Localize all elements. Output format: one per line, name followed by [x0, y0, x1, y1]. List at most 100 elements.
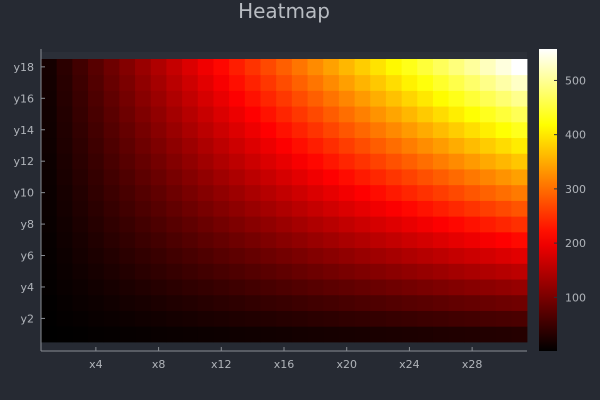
heatmap-cell [119, 90, 136, 107]
heatmap-cell [370, 106, 387, 123]
heatmap-cell [197, 279, 214, 296]
heatmap-cell [291, 263, 308, 280]
heatmap-cell [511, 216, 528, 233]
heatmap-cell [150, 231, 167, 249]
heatmap-cell [448, 231, 465, 249]
heatmap-cell [291, 74, 308, 91]
heatmap-cell [479, 169, 497, 186]
heatmap-cell [464, 184, 481, 201]
heatmap-cell [291, 216, 308, 233]
heatmap-cell [432, 263, 450, 280]
heatmap-cell [276, 326, 293, 343]
heatmap-cell [197, 137, 214, 154]
heatmap-cell [432, 121, 450, 139]
heatmap-cell [229, 184, 246, 201]
heatmap-cell [56, 294, 73, 311]
heatmap-cell [291, 247, 308, 264]
heatmap-cell [479, 294, 497, 311]
heatmap-cell [338, 200, 355, 217]
heatmap-cell [103, 184, 120, 201]
heatmap-cell [244, 326, 261, 343]
heatmap-cell [323, 153, 340, 170]
heatmap-cell [56, 74, 73, 91]
heatmap-cell [135, 247, 152, 264]
y-tick-label: y6 [20, 250, 34, 263]
heatmap-cell [448, 294, 465, 311]
heatmap-cell [229, 169, 246, 186]
heatmap-cell [103, 121, 120, 139]
heatmap-cell [244, 247, 261, 264]
heatmap-cell [103, 200, 120, 217]
heatmap-cell [385, 326, 402, 343]
heatmap-cell [291, 121, 308, 139]
heatmap-cell [166, 200, 183, 217]
heatmap-cell [244, 294, 261, 311]
heatmap-cell [150, 59, 167, 76]
heatmap-cell [56, 121, 73, 139]
heatmap-cell [338, 326, 355, 343]
heatmap-cell [370, 263, 387, 280]
heatmap-cell [307, 326, 324, 343]
heatmap-cell [323, 326, 340, 343]
heatmap-cell [354, 326, 371, 343]
heatmap-cell [260, 106, 277, 123]
heatmap-cell [72, 326, 89, 343]
heatmap-cell [495, 279, 512, 296]
heatmap-cell [135, 121, 152, 139]
heatmap-cell [244, 74, 261, 91]
heatmap-cell [229, 231, 246, 249]
heatmap-cell [119, 279, 136, 296]
y-tick-label: y8 [20, 218, 34, 231]
heatmap-cell [197, 326, 214, 343]
heatmap-cell [88, 137, 105, 154]
heatmap-cell [244, 137, 261, 154]
heatmap-cell [495, 59, 512, 76]
heatmap-cell [464, 294, 481, 311]
heatmap-cell [150, 137, 167, 154]
heatmap-cell [213, 279, 230, 296]
heatmap-cell [464, 247, 481, 264]
colorbar-tick-label: 300 [565, 183, 586, 196]
heatmap-cell [338, 231, 355, 249]
heatmap-cell [244, 231, 261, 249]
heatmap-cell [276, 200, 293, 217]
heatmap-cell [385, 59, 402, 76]
heatmap-cell [41, 137, 58, 154]
y-tick-label: y4 [20, 281, 34, 294]
heatmap-cell [417, 106, 434, 123]
heatmap-cell [385, 231, 402, 249]
heatmap-cell [72, 59, 89, 76]
heatmap-cell [385, 121, 402, 139]
heatmap-cell [511, 279, 528, 296]
heatmap-cell [150, 74, 167, 91]
y-tick-label: y18 [13, 61, 34, 74]
heatmap-cell [244, 169, 261, 186]
heatmap-cell [244, 153, 261, 170]
y-tick-label: y12 [13, 155, 34, 168]
heatmap-cell [401, 310, 418, 327]
heatmap-cell [229, 59, 246, 76]
heatmap-cell [276, 106, 293, 123]
heatmap-cell [182, 137, 199, 154]
heatmap-cell [72, 310, 89, 327]
heatmap-cell [307, 106, 324, 123]
heatmap-cell [464, 310, 481, 327]
heatmap-cell [244, 200, 261, 217]
heatmap-cell [72, 169, 89, 186]
heatmap-cell [511, 169, 528, 186]
heatmap-cell [495, 137, 512, 154]
heatmap-cell [41, 90, 58, 107]
heatmap-cell [354, 153, 371, 170]
heatmap-cell [166, 137, 183, 154]
heatmap-cell [72, 90, 89, 107]
heatmap-cell [182, 153, 199, 170]
heatmap-cell [166, 263, 183, 280]
heatmap-cell [72, 216, 89, 233]
heatmap-cell [479, 137, 497, 154]
heatmap-cell [338, 279, 355, 296]
heatmap-cell [385, 74, 402, 91]
heatmap-cell [88, 294, 105, 311]
y-tick-label: y2 [20, 312, 34, 325]
heatmap-cell [307, 121, 324, 139]
heatmap-cell [401, 106, 418, 123]
